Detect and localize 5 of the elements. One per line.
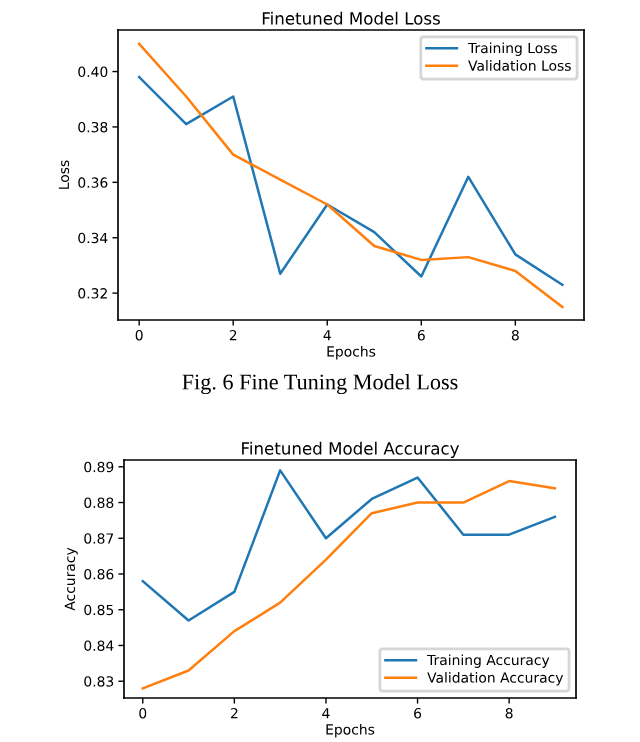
line-series (141, 469, 557, 622)
chart-title: Finetuned Model Loss (262, 11, 440, 25)
caption: Fig. 6 Fine Tuning Model Loss (182, 373, 458, 395)
chart-title: Finetuned Model Accuracy (242, 441, 460, 458)
line-series (137, 75, 564, 287)
